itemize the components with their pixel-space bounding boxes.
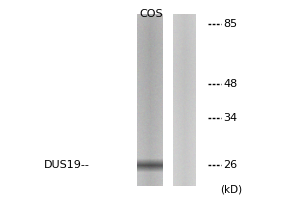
Text: COS: COS <box>140 9 163 19</box>
Text: 34: 34 <box>224 113 238 123</box>
Text: (kD): (kD) <box>220 184 243 194</box>
Text: 48: 48 <box>224 79 238 89</box>
Text: 85: 85 <box>224 19 238 29</box>
Text: 26: 26 <box>224 160 238 170</box>
Text: DUS19--: DUS19-- <box>44 160 90 170</box>
